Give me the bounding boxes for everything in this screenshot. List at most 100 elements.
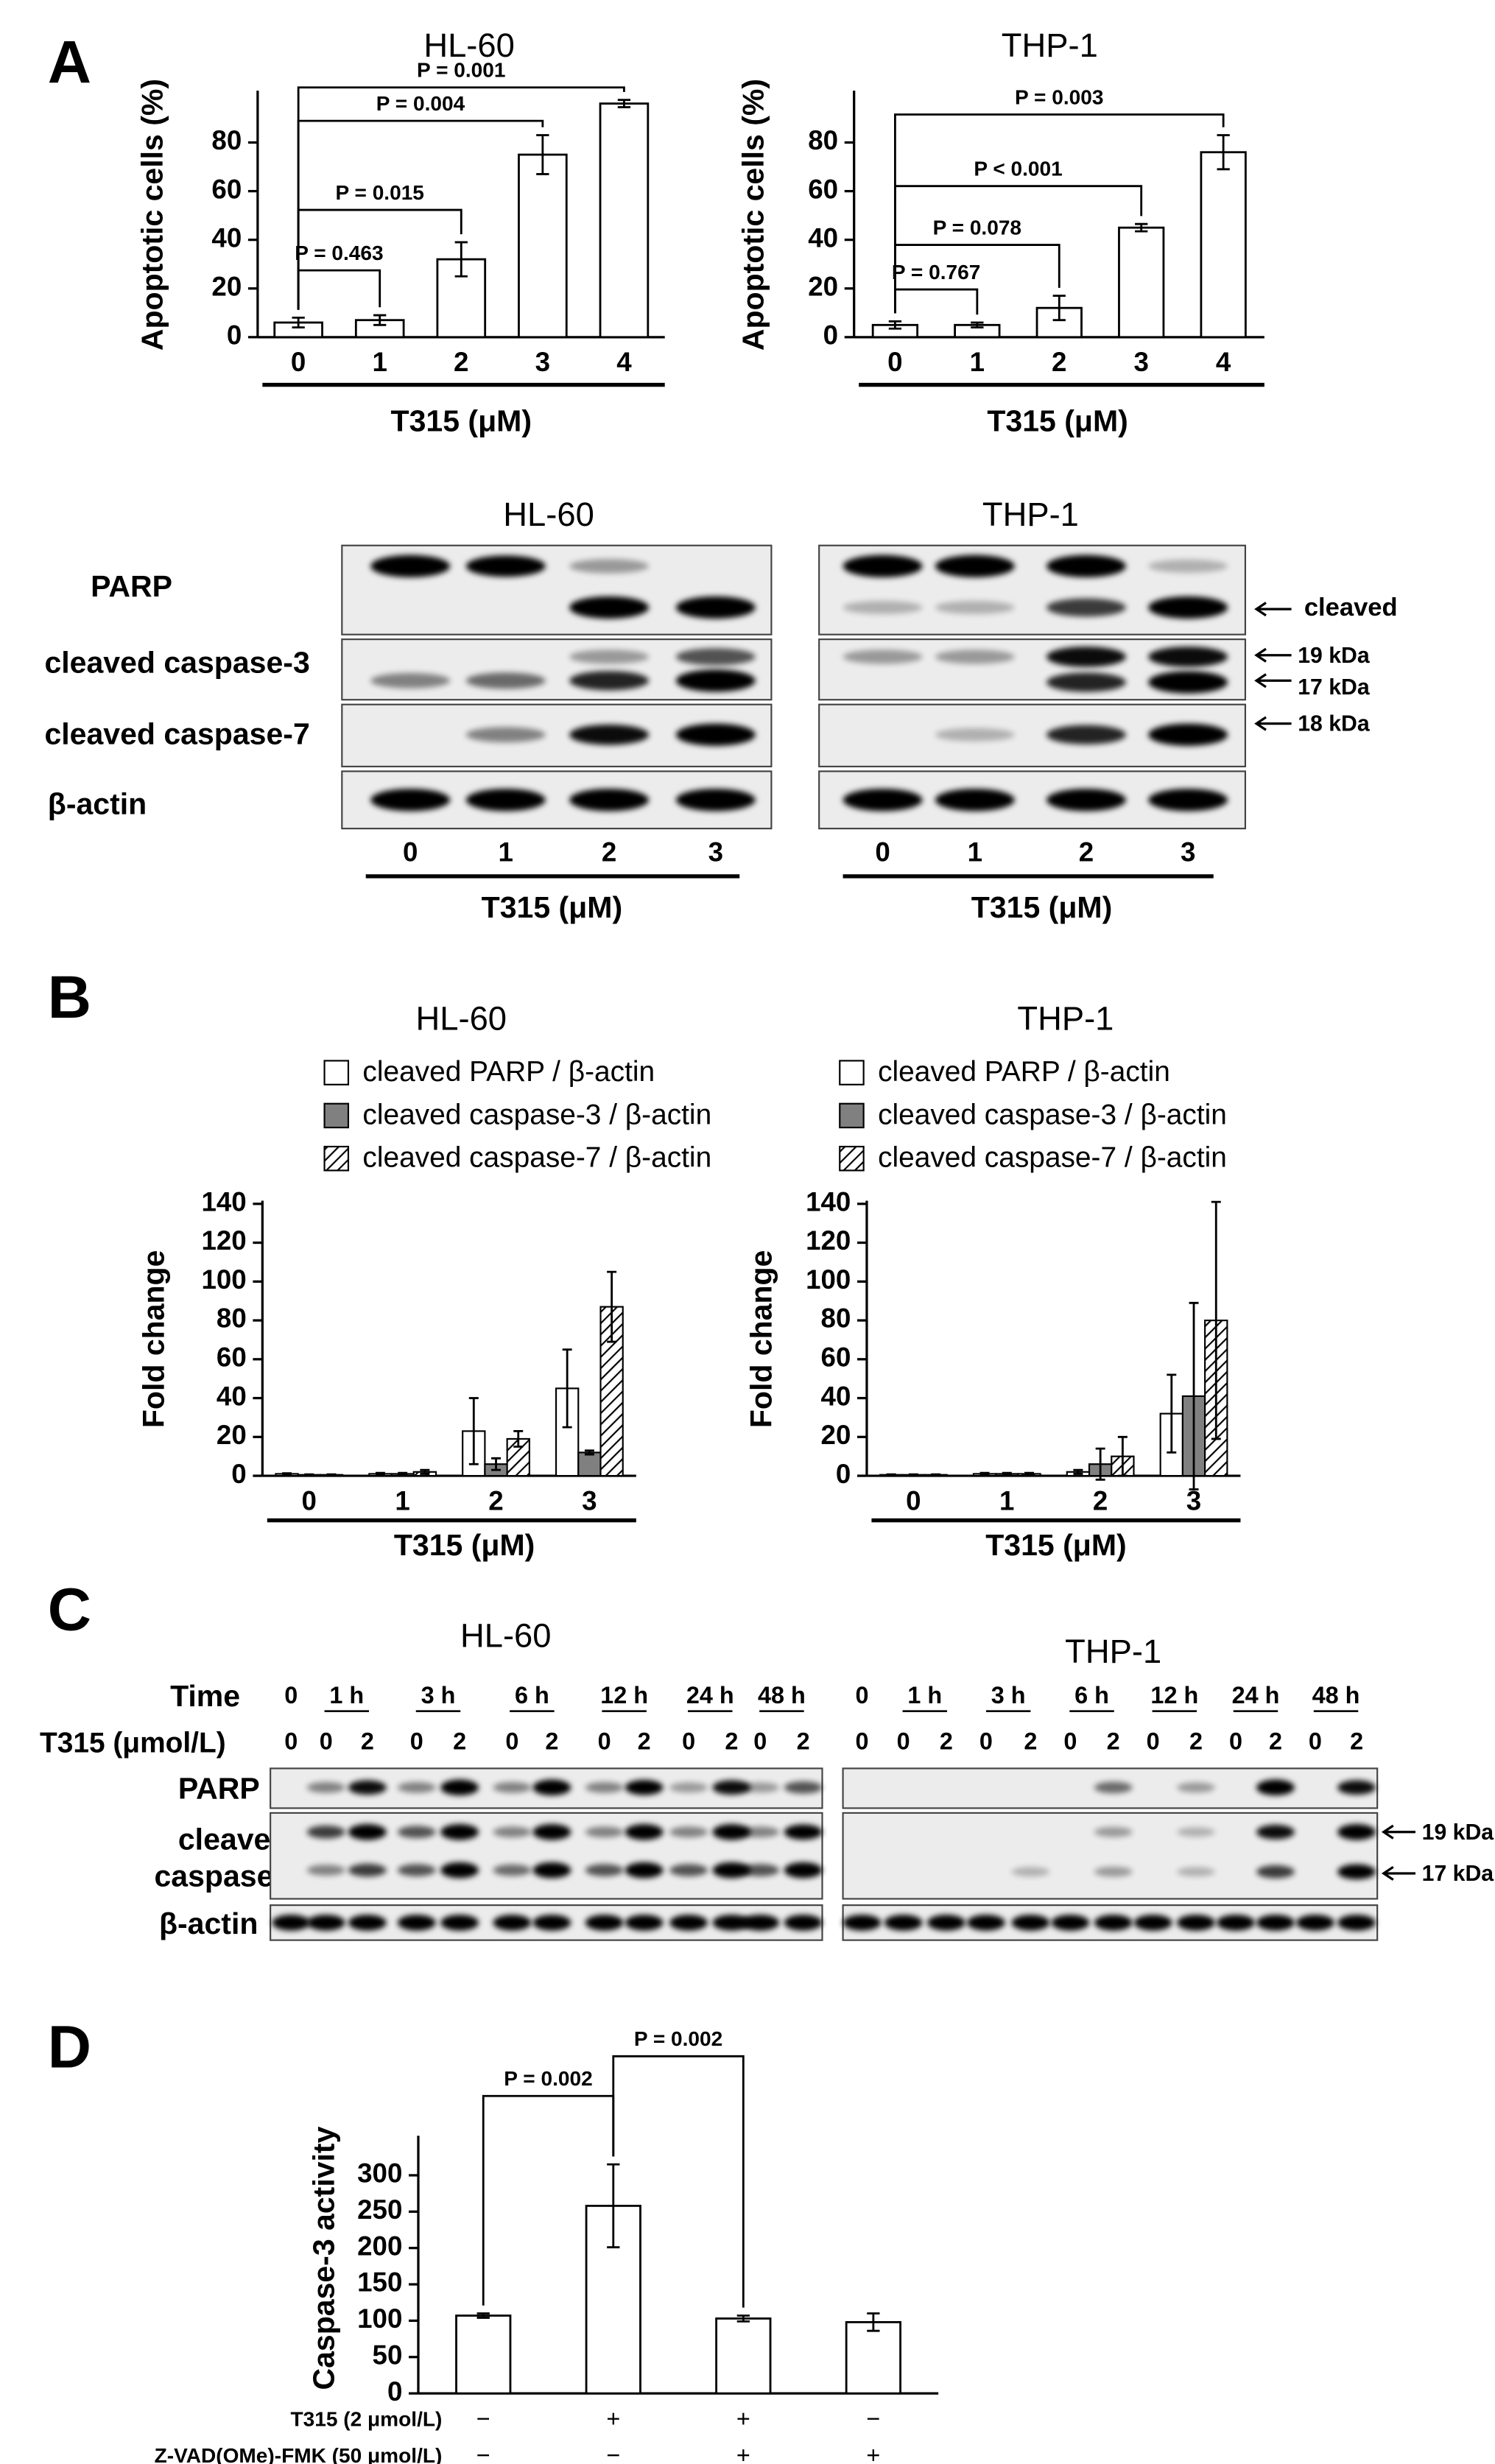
y-tick-label: 20: [211, 271, 242, 301]
y-tick-label: 140: [201, 1186, 246, 1217]
bracket: [297, 119, 544, 310]
x-tick-label: 3: [535, 347, 550, 377]
blot-band: [1046, 789, 1126, 812]
time-label: 24 h: [686, 1682, 734, 1708]
bar: [455, 2315, 512, 2395]
blot-band: [1148, 723, 1228, 746]
dose-label: 2: [1269, 1728, 1282, 1754]
dose-label: 0: [284, 1728, 298, 1754]
panel-label: A: [48, 29, 91, 96]
error-bar: [1095, 1447, 1105, 1481]
y-tick-label: 60: [211, 174, 242, 204]
marker-label: 17 kDa: [1422, 1862, 1494, 1886]
blot-band: [843, 600, 923, 614]
blot-band: [784, 1824, 823, 1840]
y-tick-label: 80: [821, 1303, 851, 1334]
lane-label: 2: [1079, 837, 1094, 867]
error-bar: [1052, 295, 1066, 322]
lane-label: 3: [1181, 837, 1195, 867]
bar: [715, 2317, 772, 2395]
y-tick-label: 80: [217, 1303, 247, 1334]
dose-label: 2: [361, 1728, 374, 1754]
x-tick-label: 1: [395, 1485, 409, 1516]
time-label: 48 h: [1312, 1682, 1360, 1708]
blot-band: [843, 1915, 882, 1931]
error-bar: [1002, 1471, 1012, 1476]
x-axis-label: T315 (μM): [391, 404, 532, 437]
x-tick-label: 0: [887, 347, 902, 377]
blot-band: [1177, 1915, 1215, 1931]
blot-band: [1148, 596, 1228, 619]
y-axis-label: Caspase-3 activity: [307, 2126, 341, 2390]
blot-band: [569, 724, 650, 745]
treatment-sign: +: [866, 2442, 880, 2464]
y-axis-label: Apoptotic cells (%): [135, 79, 169, 351]
time-label: 0: [284, 1682, 298, 1708]
y-tick-label: 100: [357, 2303, 402, 2334]
blot-band: [712, 1823, 751, 1840]
blot-band: [532, 1915, 571, 1931]
treatment-sign: −: [476, 2405, 490, 2432]
blot-band: [1256, 1865, 1295, 1879]
blot-band: [1046, 725, 1126, 745]
blot-band: [625, 1915, 664, 1931]
dose-label: 0: [505, 1728, 518, 1754]
blot-band: [1337, 1864, 1376, 1880]
blot-band: [465, 672, 546, 689]
blot-band: [493, 1826, 532, 1838]
blot-band: [1177, 1867, 1215, 1877]
x-axis-label: T315 (μM): [394, 1528, 535, 1562]
dose-label: 2: [1024, 1728, 1037, 1754]
error-bar: [292, 316, 305, 329]
blot-band: [669, 1782, 708, 1793]
blot-title: HL-60: [503, 496, 594, 533]
dose-label: 2: [725, 1728, 738, 1754]
blot-band: [569, 559, 650, 574]
bracket: [297, 86, 625, 310]
y-tick-label: 150: [357, 2267, 402, 2298]
bar: [518, 153, 568, 339]
error-bar: [1135, 222, 1148, 233]
bracket: [297, 269, 381, 310]
blot-band: [741, 1782, 780, 1793]
error-bar: [420, 1468, 430, 1475]
blot-band: [1217, 1915, 1255, 1931]
p-value: P = 0.078: [933, 216, 1021, 239]
blot-band: [465, 727, 546, 743]
blot-band: [440, 1915, 479, 1931]
blot-band: [465, 555, 546, 577]
x-tick-label: 0: [302, 1485, 317, 1516]
time-label: 3 h: [991, 1682, 1026, 1708]
y-tick-label: 140: [806, 1186, 851, 1217]
error-bar: [1167, 1373, 1177, 1454]
blot-band: [1148, 559, 1228, 573]
lane-label: 0: [875, 837, 890, 867]
dose-label: 2: [453, 1728, 466, 1754]
x-tick-label: 2: [488, 1485, 503, 1516]
marker-label: cleaved: [1304, 594, 1398, 622]
treatment-sign: −: [476, 2442, 490, 2464]
blot-band: [306, 1915, 345, 1931]
error-bar: [468, 1397, 479, 1465]
error-bar: [1189, 1301, 1199, 1490]
row-label: cleaved caspase-3: [44, 646, 309, 680]
dose-label: 0: [855, 1728, 868, 1754]
row-label: PARP: [91, 569, 172, 603]
blot-band: [397, 1826, 436, 1839]
blot-band: [675, 789, 756, 812]
y-tick-label: 100: [201, 1264, 246, 1295]
blot-band: [1148, 671, 1228, 694]
blot-band: [569, 596, 650, 619]
blot-band: [712, 1862, 751, 1879]
time-label: 24 h: [1232, 1682, 1280, 1708]
dose-label: 0: [410, 1728, 423, 1754]
panel-label: B: [48, 964, 91, 1031]
blot-band: [397, 1864, 436, 1876]
blot-band: [784, 1781, 823, 1794]
blot-band: [493, 1864, 532, 1876]
blot-band: [370, 789, 451, 812]
blot-band: [1094, 1826, 1133, 1837]
blot-band: [1337, 1823, 1376, 1840]
blot-band: [440, 1862, 479, 1879]
blot-band: [1296, 1915, 1334, 1931]
